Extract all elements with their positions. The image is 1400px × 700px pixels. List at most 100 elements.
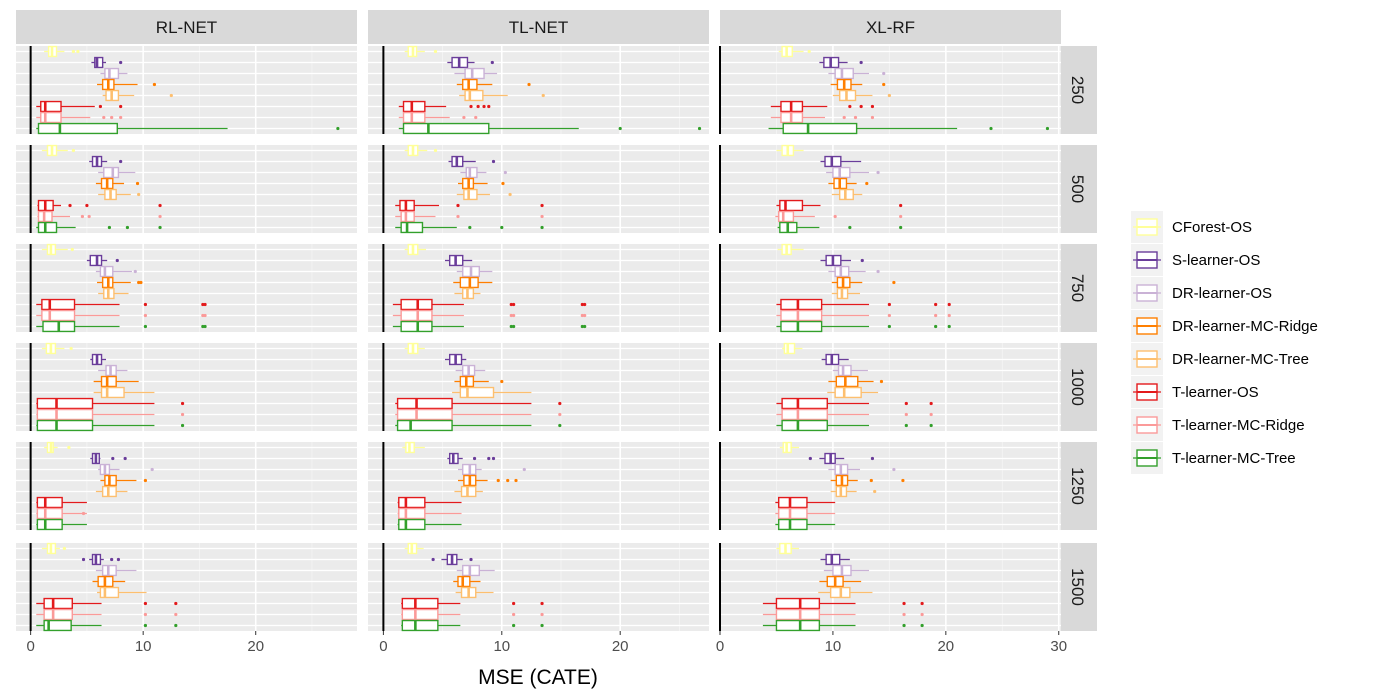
box-outlier [431, 557, 435, 562]
legend-label: CForest-OS [1172, 219, 1252, 236]
box-iqr [464, 67, 485, 80]
box-outlier [85, 203, 89, 208]
box-outlier [540, 601, 544, 606]
strip-col-label: RL-NET [156, 18, 217, 37]
box-iqr [398, 496, 426, 509]
box-outlier [456, 203, 460, 208]
box-outlier [920, 623, 924, 628]
row-facet-strips: 250 500 750 1000 1250 1500 [1061, 46, 1097, 631]
box-outlier [468, 225, 472, 230]
box-iqr [43, 597, 73, 610]
box-iqr [782, 122, 858, 135]
facet-panel [368, 144, 709, 234]
box-iqr [402, 122, 490, 135]
box-outlier [929, 412, 933, 417]
box-iqr [398, 507, 426, 520]
box-outlier [71, 49, 75, 54]
box-outlier [892, 467, 896, 472]
box-iqr [835, 375, 859, 388]
box-outlier [462, 115, 466, 120]
panel-background [720, 244, 1061, 332]
box-outlier [107, 225, 112, 230]
box-outlier [902, 612, 906, 617]
strip-row-bg [1061, 46, 1097, 134]
box-iqr [37, 221, 58, 234]
box-iqr [99, 586, 120, 599]
box-outlier [119, 115, 123, 120]
box-outlier [580, 324, 584, 329]
strip-row-bg [1061, 543, 1097, 631]
box-outlier [67, 445, 71, 450]
box-outlier [876, 269, 880, 274]
box-outlier [508, 192, 512, 197]
box-outlier [583, 313, 587, 318]
box-outlier [558, 412, 562, 417]
panel-background [16, 145, 357, 233]
box-outlier [143, 324, 148, 329]
box-iqr [778, 518, 808, 531]
box-outlier [203, 302, 207, 307]
legend-label: DR-learner-MC-Tree [1172, 351, 1309, 368]
x-tick-label: 0 [379, 638, 387, 655]
box-iqr [401, 597, 439, 610]
box-iqr [837, 364, 852, 377]
box-outlier [125, 225, 130, 230]
box-outlier [119, 159, 123, 164]
legend-key [1131, 211, 1163, 243]
box-iqr [36, 397, 94, 410]
legend-label: DR-learner-OS [1172, 285, 1272, 302]
box-outlier [580, 302, 584, 307]
x-tick-label: 0 [716, 638, 724, 655]
box-iqr [834, 67, 854, 80]
box-outlier [201, 302, 205, 307]
box-outlier [902, 623, 906, 628]
box-outlier [143, 302, 148, 307]
box-outlier [929, 401, 933, 406]
box-iqr [94, 56, 104, 69]
facet-panel [719, 243, 1061, 333]
box-iqr [40, 100, 62, 113]
strip-row-bg [1061, 343, 1097, 431]
box-outlier [870, 456, 875, 461]
box-outlier [500, 225, 504, 230]
box-outlier [920, 612, 924, 617]
box-outlier [87, 214, 91, 219]
legend-key [1131, 310, 1163, 342]
box-iqr [402, 100, 426, 113]
box-outlier [876, 170, 880, 175]
facet-panel [368, 542, 709, 632]
column-facet-strips: RL-NET TL-NET XL-RF [16, 10, 1061, 44]
box-outlier [119, 104, 123, 109]
box-iqr [781, 419, 828, 432]
x-tick-label: 20 [612, 638, 629, 655]
strip-row-bg [1061, 145, 1097, 233]
box-outlier [491, 159, 496, 164]
box-outlier [469, 557, 473, 562]
box-iqr [780, 320, 823, 333]
box-outlier [697, 126, 702, 131]
box-iqr [36, 408, 94, 421]
box-iqr [779, 199, 804, 212]
strip-col-bg [368, 10, 709, 44]
box-iqr [103, 166, 120, 179]
box-iqr [775, 597, 821, 610]
strip-col-label: XL-RF [866, 18, 915, 37]
box-outlier [512, 623, 516, 628]
box-iqr [780, 309, 823, 322]
box-outlier [899, 203, 903, 208]
box-iqr [778, 507, 808, 520]
box-outlier [491, 456, 496, 461]
box-outlier [892, 280, 896, 285]
box-iqr [464, 89, 484, 102]
box-iqr [775, 608, 821, 621]
box-iqr [780, 298, 823, 311]
strip-row-label: 1500 [1068, 568, 1087, 606]
facet-panel [368, 342, 709, 432]
x-tick-label: 0 [26, 638, 34, 655]
box-iqr [832, 166, 851, 179]
box-outlier [807, 49, 811, 54]
box-iqr [99, 265, 114, 278]
box-iqr [459, 386, 495, 399]
box-outlier [540, 612, 544, 617]
